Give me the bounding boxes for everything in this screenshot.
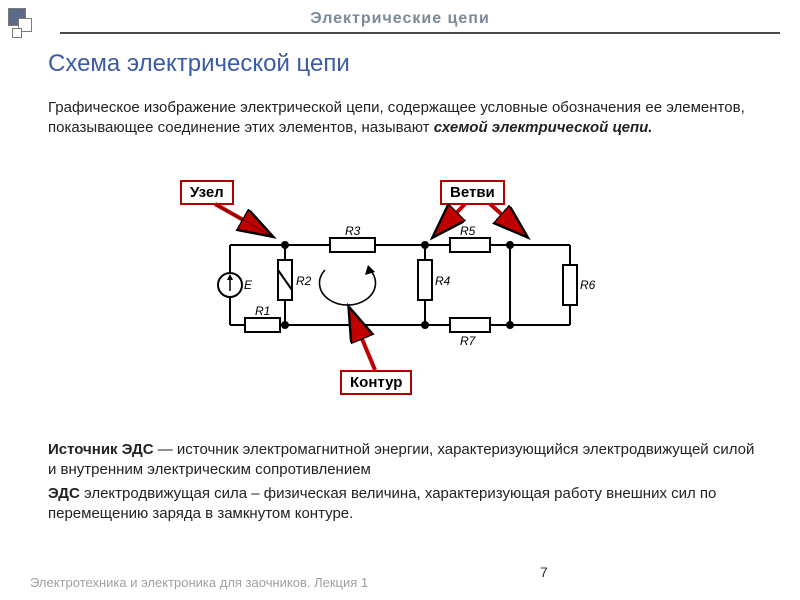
p2-bold: ЭДС [48,485,80,502]
paragraph-eds-def: ЭДС электродвижущая сила – физическая ве… [48,484,760,525]
intro-paragraph: Графическое изображение электрической це… [48,98,760,139]
section-title: Схема электрической цепи [48,50,350,78]
page-number: 7 [540,564,548,580]
p1-rest: — источник электромагнитной энергии, хар… [48,441,754,478]
p2-rest: электродвижущая сила – физическая величи… [48,485,716,522]
p1-bold: Источник ЭДС [48,441,154,458]
header-title: Электрические цепи [310,10,490,27]
footer-text: Электротехника и электроника для заочник… [30,575,368,590]
paragraph-eds-source: Источник ЭДС — источник электромагнитной… [48,440,760,481]
header-underline [60,32,780,34]
intro-term: схемой электрической цепи. [434,119,653,136]
header: Электрические цепи [0,10,800,28]
circuit-diagram: Узел Ветви Контур [0,180,800,410]
callout-arrows [0,180,800,410]
